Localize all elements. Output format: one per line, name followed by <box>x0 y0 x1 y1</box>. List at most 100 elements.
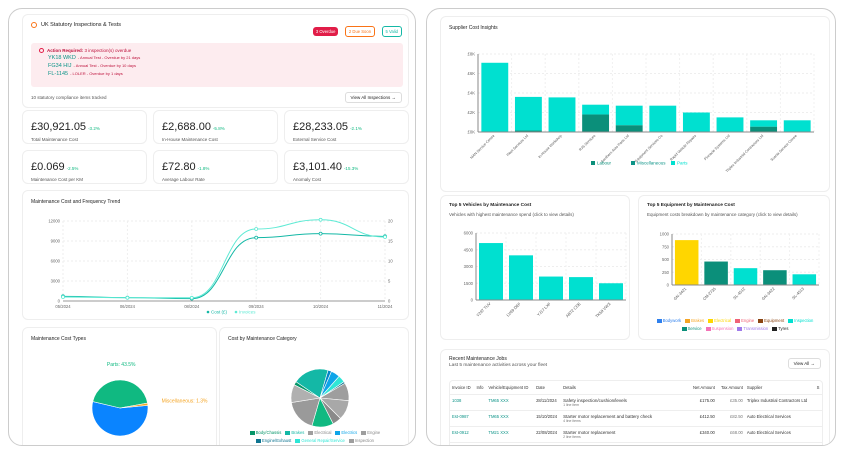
valid-badge[interactable]: 5 Valid <box>381 26 402 37</box>
bar-segment[interactable] <box>750 120 778 127</box>
legend-item[interactable]: Inspection <box>788 318 813 323</box>
legend-item[interactable]: Engine <box>361 430 380 435</box>
bar-segment[interactable] <box>750 126 778 132</box>
data-point[interactable] <box>254 227 259 231</box>
column-header[interactable]: Supplier <box>744 381 815 395</box>
bar-segment[interactable] <box>649 105 677 132</box>
table-row[interactable]: Major service/MOT, pipes, coil, starter … <box>450 442 822 445</box>
overdue-item-id[interactable]: YK18 WKD <box>48 55 76 62</box>
column-header[interactable]: Date <box>534 381 562 395</box>
info-cell <box>474 394 487 411</box>
legend-swatch <box>631 161 635 165</box>
bar[interactable] <box>704 261 728 285</box>
legend-swatch <box>249 430 255 435</box>
bar[interactable] <box>539 276 563 300</box>
due-soon-badge[interactable]: 2 Due Soon <box>344 26 376 37</box>
vehicle-link[interactable]: TM65 XXX <box>486 410 535 427</box>
bar-segment[interactable] <box>548 97 576 132</box>
pie-slice[interactable] <box>119 402 149 409</box>
pie-slice[interactable] <box>91 401 149 437</box>
invoice-link[interactable]: 1038 <box>450 394 475 411</box>
table-row[interactable]: Est-0912 TM21 XXX 22/08/2024 Starter motor … <box>450 426 822 443</box>
bar-segment[interactable] <box>514 130 542 132</box>
legend-label: Brakes <box>691 318 705 323</box>
category-pie <box>290 368 350 428</box>
bar-segment[interactable] <box>615 125 643 132</box>
data-point[interactable] <box>125 295 130 300</box>
bar[interactable] <box>792 274 817 285</box>
bar[interactable] <box>509 255 533 300</box>
vehicle-link[interactable]: TM21 XXX <box>486 426 535 443</box>
data-point[interactable] <box>189 295 194 300</box>
invoice-link[interactable]: Est-0987 <box>450 410 475 427</box>
bar-segment[interactable] <box>783 120 811 132</box>
bar-segment[interactable] <box>481 62 509 132</box>
bar-segment[interactable] <box>514 96 542 131</box>
legend-item[interactable]: Brakes <box>685 318 704 323</box>
category-label: LV69 DEF <box>505 301 522 318</box>
legend-item[interactable]: Body/Chassis <box>249 430 281 435</box>
vehicle-link[interactable] <box>486 442 535 445</box>
bar[interactable] <box>479 243 503 300</box>
pie-slice[interactable] <box>290 384 321 403</box>
bar[interactable] <box>674 240 699 285</box>
legend-item[interactable]: Inspection <box>348 438 374 443</box>
legend-item[interactable]: Electrical <box>308 430 331 435</box>
view-all-inspections-button[interactable]: View All Inspections → <box>344 92 402 103</box>
bar[interactable] <box>733 268 758 285</box>
overdue-badge[interactable]: 3 Overdue <box>312 27 339 36</box>
bar-segment[interactable] <box>716 117 744 132</box>
bar[interactable] <box>569 277 593 300</box>
overdue-item-id[interactable]: FL-1145 <box>48 71 69 78</box>
tick-label: 1500 <box>464 281 474 286</box>
data-point[interactable] <box>318 231 323 236</box>
data-point[interactable] <box>61 295 65 299</box>
pie-slice[interactable] <box>295 368 329 399</box>
view-all-jobs-button[interactable]: View All → <box>787 358 821 369</box>
kpi-change: -2.5% <box>66 166 79 171</box>
legend-item[interactable]: Brakes <box>285 430 304 435</box>
column-header[interactable]: Vehicle/Equipment ID <box>486 381 535 395</box>
column-header[interactable]: Details <box>561 381 689 395</box>
column-header[interactable]: S <box>814 381 822 395</box>
data-point[interactable] <box>254 235 259 240</box>
column-header[interactable]: Net Amount <box>688 381 717 395</box>
bar-segment[interactable] <box>582 104 610 115</box>
legend-item[interactable]: Tyres <box>772 326 788 331</box>
column-header[interactable]: Invoice ID <box>450 381 475 395</box>
legend-swatch <box>591 161 595 165</box>
legend-item[interactable]: Equipment <box>758 318 784 323</box>
bar-segment[interactable] <box>682 112 710 133</box>
legend-item[interactable]: Engine/Exhaust <box>256 438 291 443</box>
bar[interactable] <box>599 283 623 300</box>
legend-item[interactable]: Engine <box>735 318 754 323</box>
overdue-item-text: - LOLER - Overdue by 1 days <box>70 71 123 77</box>
column-header[interactable]: Tax Amount <box>716 381 745 395</box>
legend-item[interactable]: General Repair/Service <box>295 438 345 443</box>
invoice-link[interactable] <box>450 442 475 445</box>
data-point[interactable] <box>318 217 323 222</box>
bar-segment[interactable] <box>615 105 643 126</box>
overdue-item[interactable]: FL-1145- LOLER - Overdue by 1 days <box>48 71 395 77</box>
bar-segment[interactable] <box>582 114 610 132</box>
overdue-item[interactable]: FG34 HIJ - Annual Test - Overdue by 10 da… <box>48 63 395 69</box>
invoice-link[interactable]: Est-0912 <box>450 426 475 443</box>
bar[interactable] <box>763 270 787 285</box>
table-row[interactable]: 1038 TM65 XXX 28/11/2024 Safety inspection/… <box>450 394 822 411</box>
legend-item[interactable]: Electrical <box>708 318 731 323</box>
legend-label: Electrical <box>714 318 732 323</box>
pie-slice[interactable] <box>92 379 148 409</box>
column-header[interactable]: Info <box>474 381 487 395</box>
kpi-change: -5.8% <box>212 126 225 131</box>
table-row[interactable]: Est-0987 TM65 XXX 15/10/2024 Starter motor … <box>450 410 822 427</box>
vehicle-link[interactable]: TM65 XXX <box>486 394 535 411</box>
legend-item[interactable]: Transmission <box>737 326 768 331</box>
overdue-item-id[interactable]: FG34 HIJ <box>48 63 72 70</box>
data-point[interactable] <box>383 235 387 239</box>
legend-item[interactable]: Electrics <box>335 430 357 435</box>
legend-item[interactable]: Suspension <box>705 326 733 331</box>
legend-item[interactable]: Bodywork <box>656 318 681 323</box>
overdue-item[interactable]: YK18 WKD - Annual Test - Overdue by 21 da… <box>48 55 395 61</box>
kpi-value: £72.80 <box>162 161 196 173</box>
legend-item[interactable]: Service <box>681 326 702 331</box>
